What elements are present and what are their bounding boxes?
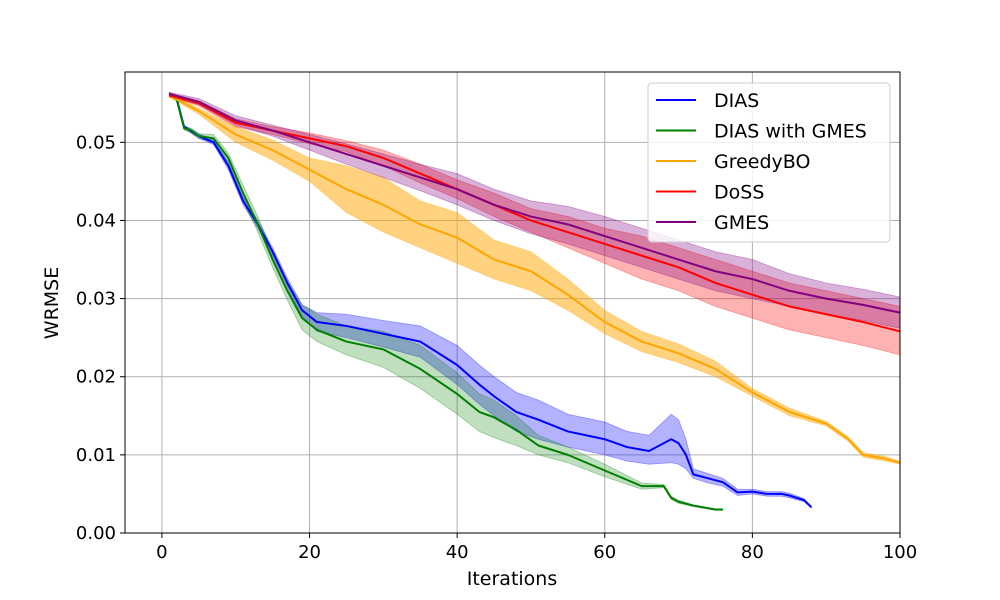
y-tick-label: 0.03 [76, 289, 116, 310]
y-axis-label: WRMSE [41, 267, 63, 339]
legend-box [647, 82, 891, 243]
y-tick-label: 0.00 [76, 523, 116, 544]
legend-label-doss: DoSS [714, 182, 764, 204]
legend-label-dias: DIAS [714, 90, 759, 112]
legend-label-greedybo: GreedyBO [714, 151, 810, 173]
y-axis: 0.00 0.01 0.02 0.03 0.04 0.05 [76, 132, 125, 544]
legend-label-dias-with-gmes: DIAS with GMES [714, 121, 867, 143]
dias-with-gmes-line [168, 94, 723, 511]
x-tick-label: 20 [298, 542, 321, 563]
y-tick-label: 0.04 [76, 210, 116, 231]
x-tick-label: 80 [741, 542, 764, 563]
y-tick-label: 0.05 [76, 132, 116, 153]
legend: DIAS DIAS with GMES GreedyBO DoSS GMES [647, 82, 891, 243]
x-tick-label: 100 [883, 542, 917, 563]
x-tick-label: 40 [446, 542, 469, 563]
x-axis-label: Iterations [467, 568, 558, 590]
x-axis: 0 20 40 60 80 100 [156, 533, 917, 563]
greedybo-line [168, 94, 901, 464]
legend-label-gmes: GMES [714, 212, 769, 234]
x-tick-label: 60 [593, 542, 616, 563]
dias-line [168, 93, 813, 508]
doss-line [169, 94, 901, 333]
x-tick-label: 0 [156, 542, 167, 563]
series-lines [168, 92, 901, 511]
plot-frame [124, 71, 901, 534]
y-tick-label: 0.02 [76, 367, 116, 388]
y-tick-label: 0.01 [76, 445, 116, 466]
gmes-line [169, 92, 901, 314]
